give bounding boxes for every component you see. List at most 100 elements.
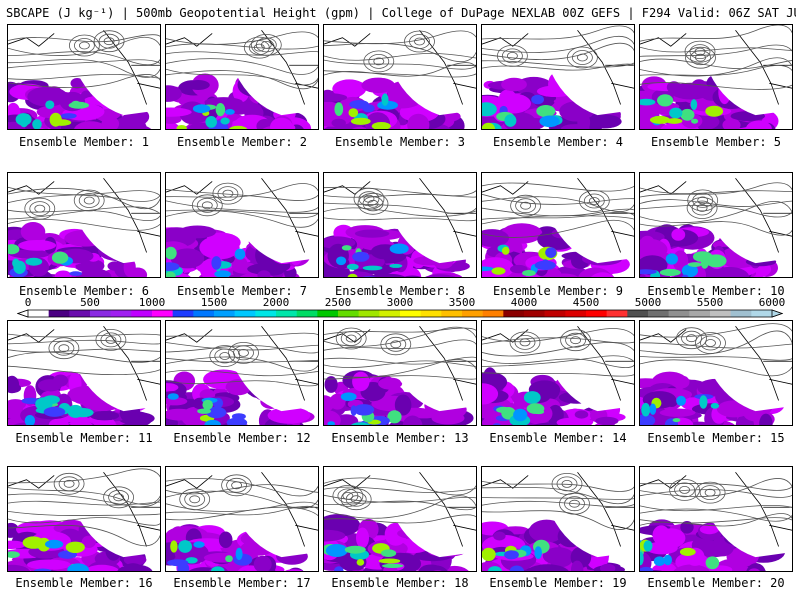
height-contours: [166, 474, 318, 521]
ensemble-member-label: Ensemble Member: 5: [650, 135, 782, 149]
colorbar-segment: [317, 310, 339, 317]
ensemble-member-map: [323, 172, 477, 278]
coastline: [324, 30, 476, 105]
colorbar-segment: [544, 310, 566, 317]
coastline: [166, 178, 318, 253]
colorbar-tick: 4000: [510, 296, 538, 309]
ensemble-member-map: [639, 466, 793, 572]
ensemble-member-map: [7, 24, 161, 130]
height-contours: [482, 472, 634, 530]
ensemble-member-map: [323, 466, 477, 572]
coastline: [166, 30, 318, 105]
colorbar-segment: [606, 310, 628, 317]
ensemble-member-label: Ensemble Member: 15: [647, 431, 785, 445]
ensemble-member-label: Ensemble Member: 18: [331, 576, 469, 590]
colorbar-segment: [172, 310, 194, 317]
sbcape-shading: [640, 467, 792, 571]
ensemble-member-map: [7, 320, 161, 426]
colorbar-tick: 4500: [572, 296, 600, 309]
colorbar-tick: 3000: [386, 296, 414, 309]
colorbar-segment: [730, 310, 752, 317]
colorbar-segment: [379, 310, 401, 317]
colorbar-tick: 6000: [758, 296, 786, 309]
colorbar-segment: [358, 310, 380, 317]
height-contours: [8, 328, 160, 376]
ensemble-member-map: [165, 320, 319, 426]
height-contours: [482, 182, 634, 238]
height-contours: [324, 186, 476, 222]
colorbar-segment: [28, 310, 49, 317]
colorbar-segment: [152, 310, 173, 317]
coastline: [324, 178, 476, 253]
sbcape-shading: [482, 25, 634, 129]
ensemble-member-label: Ensemble Member: 16: [15, 576, 153, 590]
sbcape-shading: [8, 467, 160, 571]
ensemble-member-label: Ensemble Member: 8: [334, 284, 466, 298]
colorbar-segment: [710, 310, 731, 317]
colorbar-segment: [503, 310, 525, 317]
ensemble-member-map: [7, 466, 161, 572]
ensemble-member-map: [481, 24, 635, 130]
height-contours: [166, 332, 318, 387]
colorbar-segment: [214, 310, 235, 317]
ensemble-member-label: Ensemble Member: 19: [489, 576, 627, 590]
colorbar-segment: [69, 310, 91, 317]
colorbar-tick: 3500: [448, 296, 476, 309]
ensemble-member-label: Ensemble Member: 9: [492, 284, 624, 298]
sbcape-shading: [166, 467, 318, 571]
height-contours: [8, 186, 160, 231]
ensemble-member-label: Ensemble Member: 6: [18, 284, 150, 298]
ensemble-member-map: [481, 466, 635, 572]
colorbar-segment: [482, 310, 504, 317]
coastline: [324, 472, 476, 547]
ensemble-member-label: Ensemble Member: 1: [18, 135, 150, 149]
height-contours: [324, 30, 476, 78]
coastline: [166, 326, 318, 401]
sbcape-shading: [324, 173, 476, 277]
ensemble-member-label: Ensemble Member: 3: [334, 135, 466, 149]
sbcape-shading: [324, 321, 476, 425]
colorbar-tick: 500: [80, 296, 100, 309]
height-contours: [640, 25, 792, 90]
colorbar-segment: [627, 310, 649, 317]
height-contours: [324, 326, 476, 380]
colorbar-segment: [110, 310, 132, 317]
height-contours: [640, 323, 792, 377]
ensemble-member-map: [7, 172, 161, 278]
colorbar-segment: [648, 310, 669, 317]
height-contours: [8, 468, 160, 547]
colorbar-segment: [524, 310, 545, 317]
ensemble-member-map: [323, 24, 477, 130]
colorbar-tick: 5500: [696, 296, 724, 309]
coastline: [324, 326, 476, 401]
colorbar-segment: [586, 310, 607, 317]
colorbar-segment: [668, 310, 690, 317]
ensemble-member-map: [323, 320, 477, 426]
coastline: [640, 30, 792, 105]
ensemble-member-label: Ensemble Member: 10: [647, 284, 785, 298]
coastline: [8, 30, 160, 105]
colorbar-segment: [400, 310, 421, 317]
colorbar-segment: [565, 310, 587, 317]
ensemble-member-map: [639, 320, 793, 426]
ensemble-member-map: [165, 24, 319, 130]
colorbar-segment: [296, 310, 318, 317]
sbcape-shading: [482, 321, 634, 425]
ensemble-member-label: Ensemble Member: 7: [176, 284, 308, 298]
sbcape-shading: [324, 25, 476, 129]
ensemble-member-label: Ensemble Member: 17: [173, 576, 311, 590]
colorbar-tick: 2500: [324, 296, 352, 309]
ensemble-member-label: Ensemble Member: 13: [331, 431, 469, 445]
height-contours: [8, 30, 160, 89]
sbcape-shading: [166, 173, 318, 277]
coastline: [8, 326, 160, 401]
ensemble-member-map: [165, 172, 319, 278]
height-contours: [166, 31, 318, 90]
colorbar-segment: [255, 310, 277, 317]
colorbar-segment: [276, 310, 297, 317]
colorbar-tick: 5000: [634, 296, 662, 309]
height-contours: [324, 477, 476, 524]
sbcape-shading: [640, 25, 792, 129]
coastline: [482, 30, 634, 105]
coastline: [640, 178, 792, 253]
